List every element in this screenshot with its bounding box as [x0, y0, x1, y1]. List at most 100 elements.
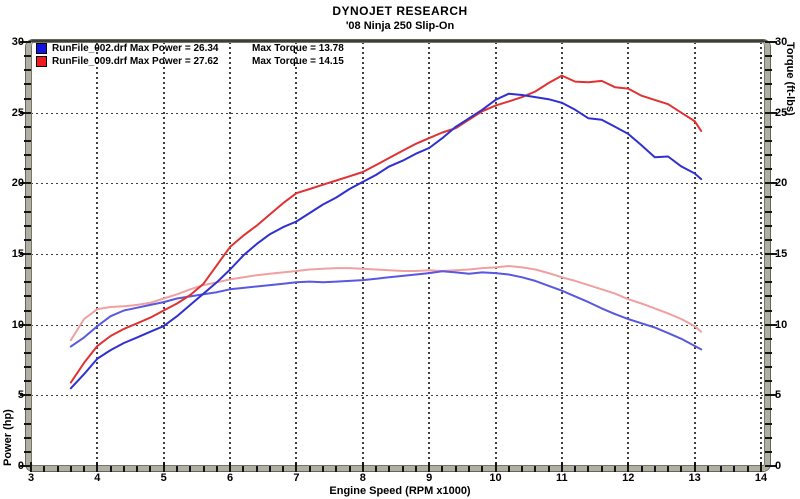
y-right-tick-label-25: 25 — [775, 106, 788, 119]
x-major-tick-14 — [759, 462, 762, 472]
y-right-minor-tick — [765, 422, 772, 425]
gridline-horizontal-20 — [31, 183, 765, 185]
y-left-minor-tick — [24, 210, 31, 213]
y-right-major-tick-0 — [765, 465, 777, 467]
x-minor-tick — [680, 466, 683, 472]
y-left-major-tick-0 — [20, 465, 31, 467]
y-left-minor-tick — [24, 55, 31, 58]
y-left-minor-tick — [24, 408, 31, 411]
y-left-minor-tick — [24, 97, 31, 100]
y-left-tick-label-25: 25 — [11, 106, 24, 119]
y-right-minor-tick — [765, 210, 772, 213]
y-right-major-tick-15 — [765, 253, 777, 255]
x-minor-tick — [441, 466, 444, 472]
x-major-tick-4 — [96, 462, 99, 472]
y-left-minor-tick — [24, 83, 31, 86]
x-minor-tick — [653, 466, 656, 472]
y-left-major-tick-20 — [20, 182, 31, 185]
x-tick-label-5: 5 — [160, 472, 167, 484]
y-right-minor-tick — [765, 139, 772, 142]
x-tick-label-3: 3 — [27, 472, 35, 484]
x-minor-tick — [547, 466, 550, 472]
legend-swatch-blue — [36, 43, 47, 54]
legend-max-torque-run009: Max Torque = 14.15 — [252, 56, 344, 67]
x-minor-tick — [521, 466, 524, 472]
y-left-minor-tick — [24, 267, 31, 270]
x-minor-tick — [534, 466, 537, 472]
y-right-minor-tick — [765, 351, 772, 354]
y-left-tick-label-30: 30 — [11, 36, 24, 48]
legend-max-power-run002: Max Power = 26.34 — [129, 43, 219, 54]
x-minor-tick — [136, 466, 139, 472]
y-left-tick-label-10: 10 — [11, 318, 24, 331]
x-minor-tick — [746, 466, 749, 472]
y-right-minor-tick — [765, 224, 772, 227]
y-right-minor-tick — [765, 281, 772, 284]
y-left-tick-label-0: 0 — [17, 460, 24, 472]
y-left-major-tick-10 — [20, 323, 31, 326]
legend-file-run002: RunFile_002.drf — [52, 43, 128, 54]
x-minor-tick — [149, 466, 152, 472]
x-minor-tick — [175, 466, 178, 472]
y-right-major-tick-30 — [765, 41, 777, 43]
x-major-tick-9 — [428, 462, 431, 472]
x-minor-tick — [268, 466, 271, 472]
y-left-tick-label-20: 20 — [11, 177, 24, 190]
x-major-tick-7 — [295, 462, 298, 472]
y-left-minor-tick — [24, 196, 31, 199]
y-right-minor-tick — [765, 154, 772, 157]
y-left-minor-tick — [24, 422, 31, 425]
y-left-minor-tick — [24, 125, 31, 128]
y-right-tick-label-0: 0 — [775, 460, 782, 472]
y-left-minor-tick — [24, 281, 31, 284]
x-tick-label-12: 12 — [622, 472, 635, 484]
y-left-minor-tick — [24, 337, 31, 340]
x-major-tick-6 — [229, 462, 232, 472]
y-right-minor-tick — [765, 408, 772, 411]
y-left-minor-tick — [24, 380, 31, 383]
y-left-major-tick-25 — [20, 111, 31, 114]
curve-runfile-002-drf-torque-ft-lbs- — [69, 270, 703, 351]
y-left-major-tick-5 — [20, 394, 31, 397]
x-minor-tick — [348, 466, 351, 472]
y-right-tick-label-20: 20 — [775, 177, 788, 190]
legend-max-torque-run002: Max Torque = 13.78 — [252, 43, 344, 54]
y-right-minor-tick — [765, 125, 772, 128]
x-minor-tick — [375, 466, 378, 472]
x-tick-label-14: 14 — [754, 472, 768, 484]
y-right-minor-tick — [765, 168, 772, 171]
x-minor-tick — [414, 466, 417, 472]
x-minor-tick — [43, 466, 46, 472]
curve-runfile-009-drf-torque-ft-lbs- — [69, 265, 703, 342]
plot-frame — [26, 40, 770, 471]
y-right-minor-tick — [765, 97, 772, 100]
x-tick-label-9: 9 — [426, 472, 433, 484]
legend-swatch-red — [36, 56, 47, 67]
x-minor-tick — [613, 466, 616, 472]
x-minor-tick — [189, 466, 192, 472]
y-left-major-tick-30 — [20, 41, 31, 43]
x-minor-tick — [335, 466, 338, 472]
chart-subtitle: '08 Ninja 250 Slip-On — [345, 20, 455, 32]
x-tick-label-11: 11 — [556, 472, 568, 484]
y-left-minor-tick — [24, 154, 31, 157]
y-left-minor-tick — [24, 351, 31, 354]
y-right-major-tick-25 — [765, 111, 777, 114]
x-minor-tick — [733, 466, 736, 472]
y-right-minor-tick — [765, 196, 772, 199]
y-left-minor-tick — [24, 295, 31, 298]
x-minor-tick — [706, 466, 709, 472]
x-minor-tick — [321, 466, 324, 472]
y-right-minor-tick — [765, 55, 772, 58]
x-tick-label-10: 10 — [489, 472, 502, 484]
x-minor-tick — [454, 466, 457, 472]
x-tick-label-13: 13 — [688, 472, 701, 484]
y-right-minor-tick — [765, 69, 772, 72]
x-minor-tick — [667, 466, 670, 472]
legend-max-power-run009: Max Power = 27.62 — [129, 56, 219, 67]
x-minor-tick — [109, 466, 112, 472]
y-left-minor-tick — [24, 436, 31, 439]
curve-runfile-002-drf-power-hp- — [69, 92, 703, 390]
